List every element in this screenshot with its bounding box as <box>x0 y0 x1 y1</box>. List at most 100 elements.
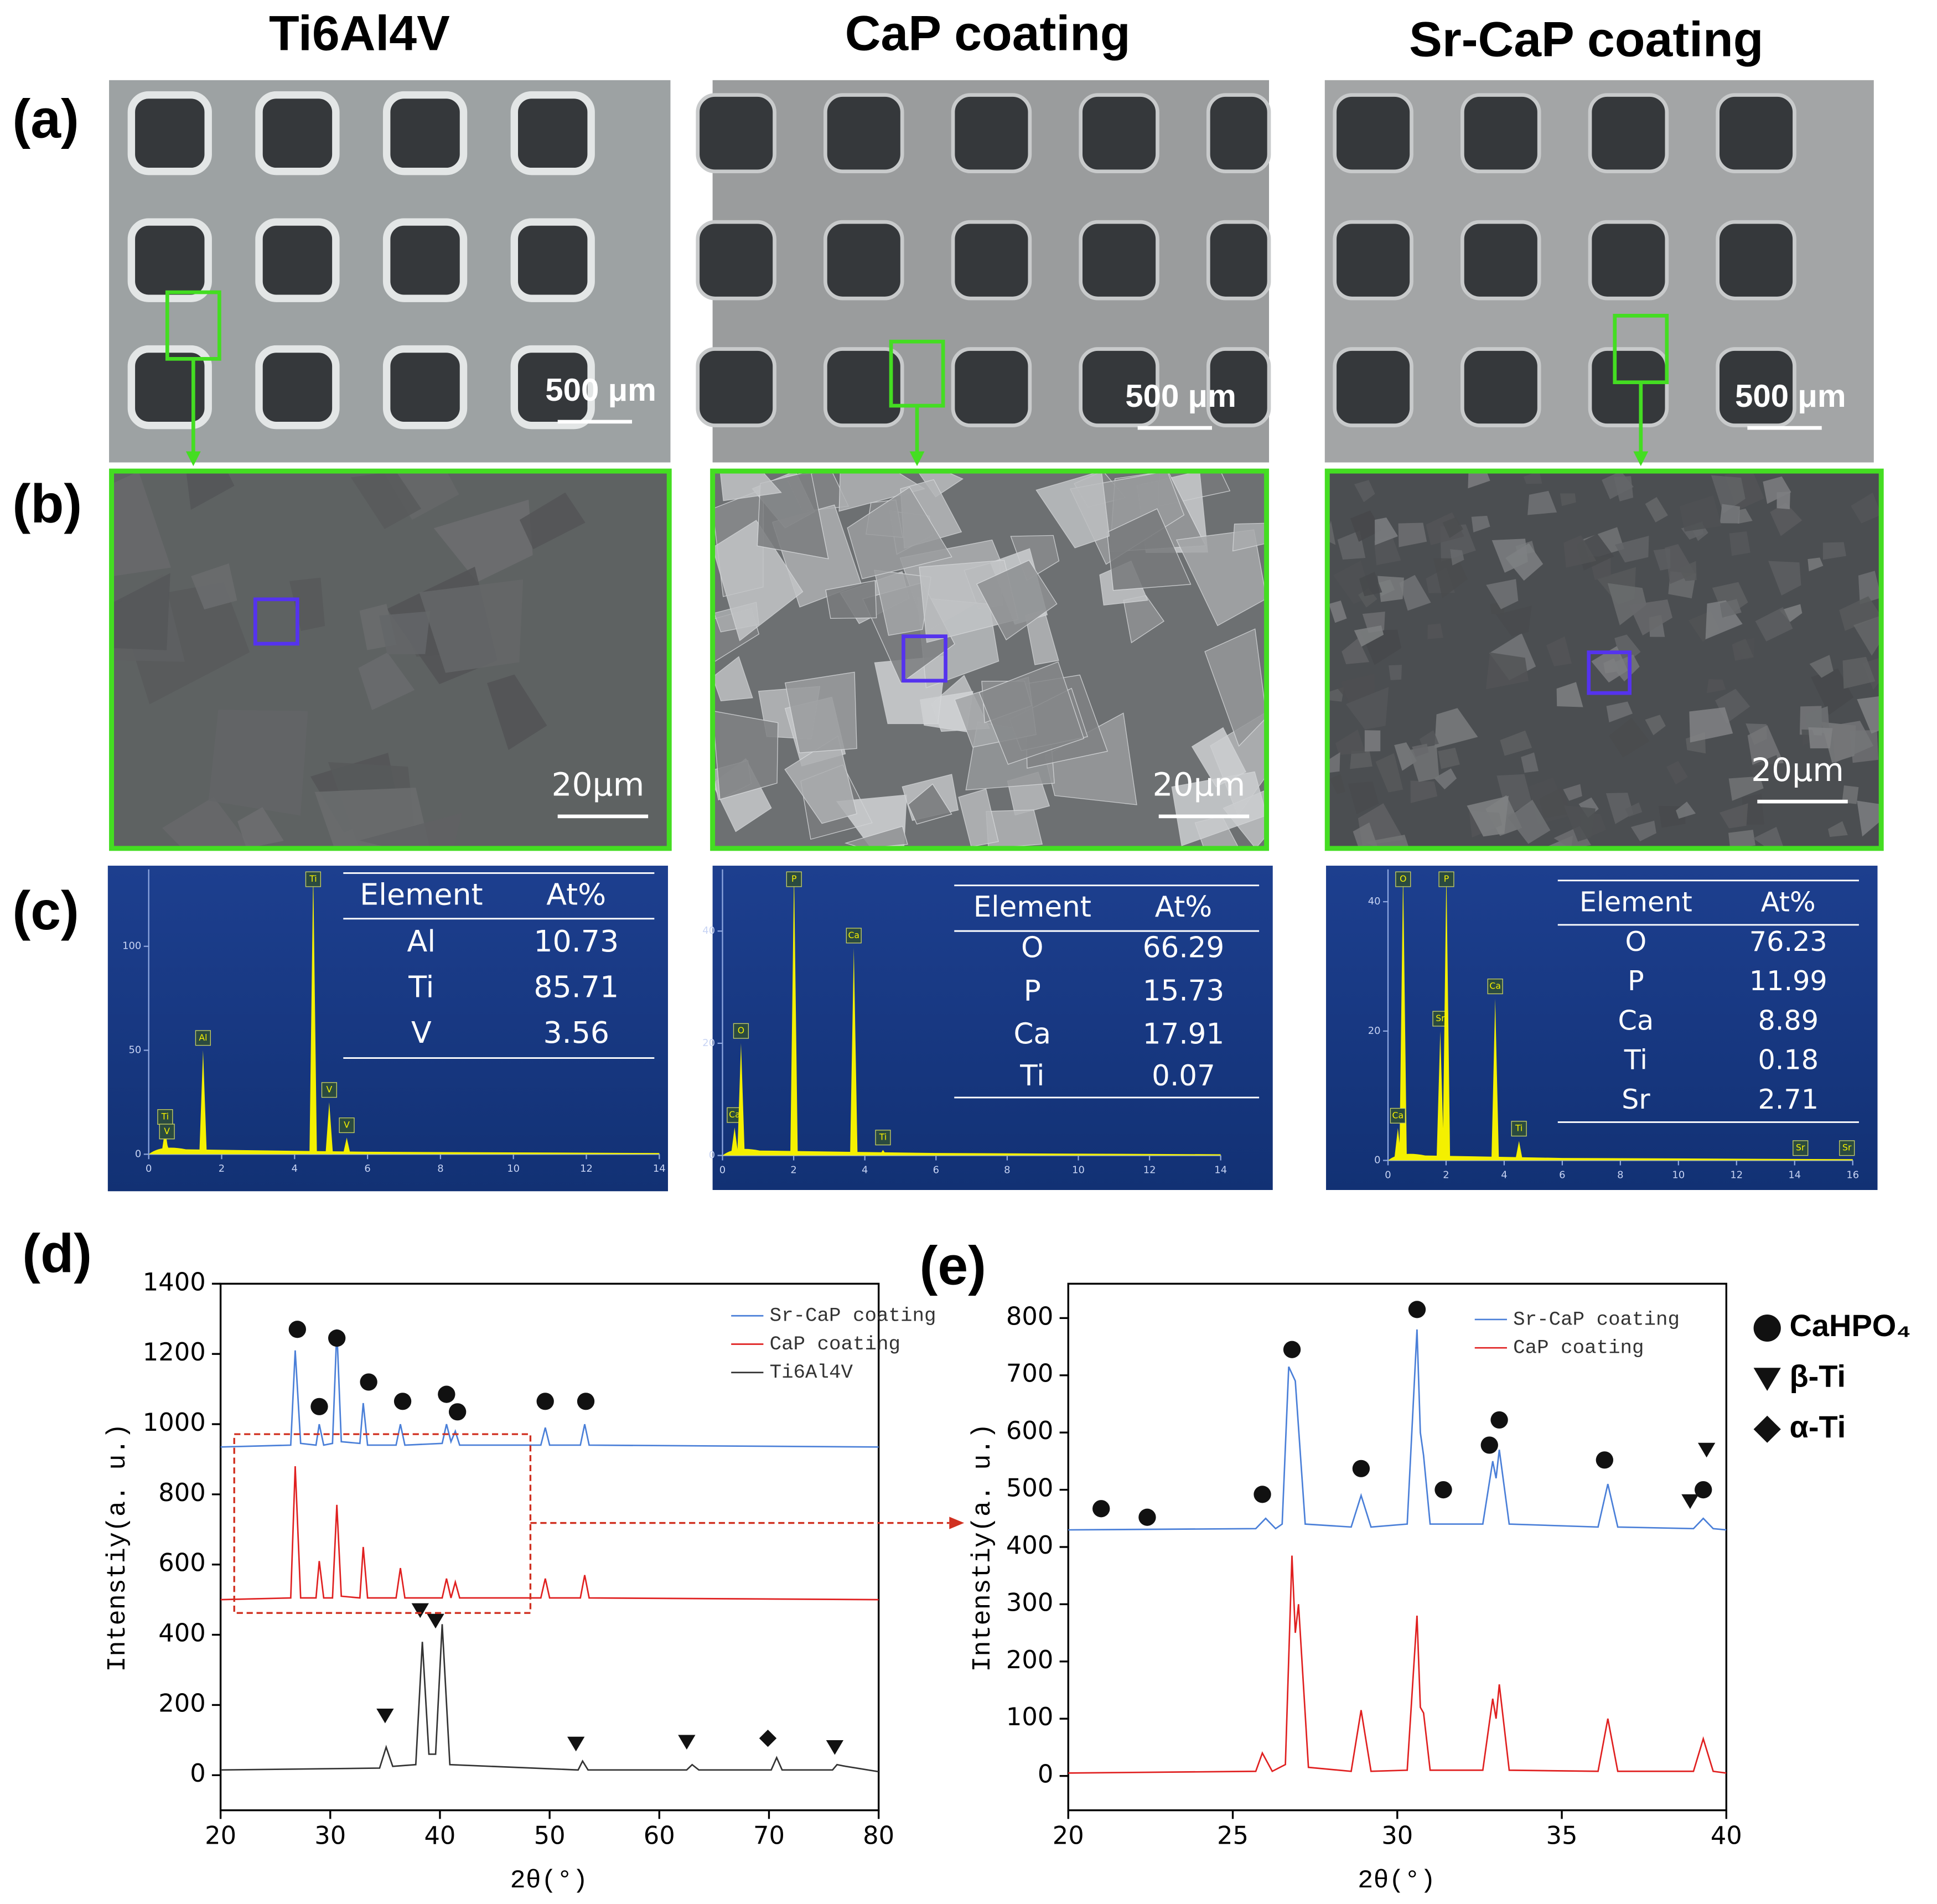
marker-legend-label: α-Ti <box>1790 1409 1846 1444</box>
series-line <box>220 1624 879 1773</box>
eds-peak-label: O <box>1400 873 1406 884</box>
pore <box>824 220 904 301</box>
x-axis-label: 2θ(°) <box>1358 1866 1436 1896</box>
zoom-arrowhead <box>949 1517 965 1529</box>
series-line <box>220 1466 879 1601</box>
legend-label: CaP coating <box>770 1333 900 1355</box>
texture <box>1527 490 1557 515</box>
eds-x-tick-label: 2 <box>790 1164 796 1176</box>
texture <box>1500 730 1532 756</box>
eds-background <box>1326 866 1878 1190</box>
x-tick-label: 35 <box>1546 1822 1578 1850</box>
eds-peak <box>850 948 858 1156</box>
texture <box>1728 776 1764 801</box>
table-cell: 66.29 <box>1143 932 1224 965</box>
texture <box>1853 615 1882 656</box>
panel-label: (c) <box>12 880 79 941</box>
eds-x-tick-label: 14 <box>1788 1169 1801 1181</box>
texture <box>1442 517 1463 539</box>
texture <box>1546 636 1572 666</box>
texture <box>958 788 999 847</box>
eds-peak-tag <box>157 1109 173 1125</box>
texture <box>1625 802 1643 817</box>
texture <box>1653 548 1671 571</box>
peak-marker <box>310 1398 328 1415</box>
scale-bar-label: 500 μm <box>1125 378 1236 414</box>
zoom-annotation <box>233 1433 965 1614</box>
texture <box>1842 656 1876 689</box>
eds-baseline <box>1387 1153 1853 1161</box>
texture <box>908 783 952 825</box>
eds-x-tick-label: 0 <box>1385 1169 1391 1181</box>
scale-bar-label: 20μm <box>1751 751 1844 789</box>
texture <box>1495 606 1532 637</box>
pore <box>1716 220 1796 301</box>
peak-marker <box>1434 1481 1452 1499</box>
eds-x-tick-label: 2 <box>219 1163 225 1175</box>
texture <box>1827 821 1848 837</box>
eds-x-tick-label: 6 <box>364 1163 370 1175</box>
table-cell: O <box>1625 925 1646 958</box>
eds-peak <box>879 1150 887 1156</box>
pore <box>824 93 904 174</box>
texture <box>1728 830 1756 848</box>
peak-marker <box>427 1613 444 1629</box>
texture <box>1556 682 1583 707</box>
texture <box>1811 668 1854 715</box>
panel-label: (d) <box>22 1223 92 1284</box>
peak-marker <box>1695 1481 1712 1499</box>
pore <box>255 345 340 430</box>
peak-marker <box>577 1393 595 1410</box>
y-tick-label: 400 <box>1006 1531 1053 1560</box>
y-tick-label: 0 <box>190 1759 205 1788</box>
table-cell: 11.99 <box>1749 965 1827 997</box>
table-cell: P <box>1024 975 1041 1008</box>
texture <box>1350 751 1373 769</box>
eds-x-tick-label: 14 <box>653 1163 666 1175</box>
table-header: At% <box>546 877 606 912</box>
texture <box>1350 510 1382 542</box>
peak-marker <box>536 1393 554 1410</box>
eds-peak-tag <box>195 1030 211 1046</box>
texture <box>1602 471 1634 499</box>
table-cell: 3.56 <box>543 1015 609 1050</box>
y-tick-label: 100 <box>1006 1703 1053 1731</box>
scale-bar-label: 20μm <box>1153 766 1246 804</box>
eds-peak <box>1394 1128 1402 1161</box>
x-tick-label: 50 <box>534 1822 566 1850</box>
x-tick-label: 20 <box>205 1822 236 1850</box>
eds-x-tick-label: 4 <box>1501 1169 1507 1181</box>
eds-peak-tag <box>1395 871 1411 887</box>
table-header: At% <box>1761 886 1816 918</box>
eds-peak-label: Ti <box>309 873 317 884</box>
eds-peak-label: Ca <box>1489 981 1501 991</box>
texture <box>1375 518 1399 546</box>
texture <box>1749 754 1780 781</box>
eds-peak-tag <box>1511 1121 1527 1137</box>
texture <box>1365 835 1410 848</box>
texture <box>1857 800 1882 837</box>
texture <box>1753 826 1784 848</box>
pore <box>382 218 468 302</box>
texture <box>1450 549 1464 566</box>
texture <box>1807 557 1824 572</box>
texture <box>784 735 858 824</box>
series-line <box>1068 1329 1727 1531</box>
texture <box>1851 492 1882 524</box>
texture <box>1615 536 1649 563</box>
eds-peak-label: V <box>344 1120 350 1130</box>
pore <box>1079 347 1159 427</box>
texture <box>978 661 1085 765</box>
eds-x-tick-label: 0 <box>719 1164 726 1176</box>
scale-bar-label: 500 μm <box>1735 378 1846 414</box>
panel-label: (e) <box>920 1235 986 1296</box>
eds-peak <box>309 869 317 1155</box>
legend-label: Ti6Al4V <box>770 1361 853 1384</box>
texture <box>1808 727 1833 749</box>
y-tick-label: 500 <box>1006 1474 1053 1503</box>
x-axis-label: 2θ(°) <box>510 1866 588 1896</box>
eds-peak-label: Ca <box>848 930 859 940</box>
table-header: Element <box>360 877 483 912</box>
eds-x-tick-label: 2 <box>1443 1169 1449 1181</box>
x-tick-label: 25 <box>1217 1822 1249 1850</box>
